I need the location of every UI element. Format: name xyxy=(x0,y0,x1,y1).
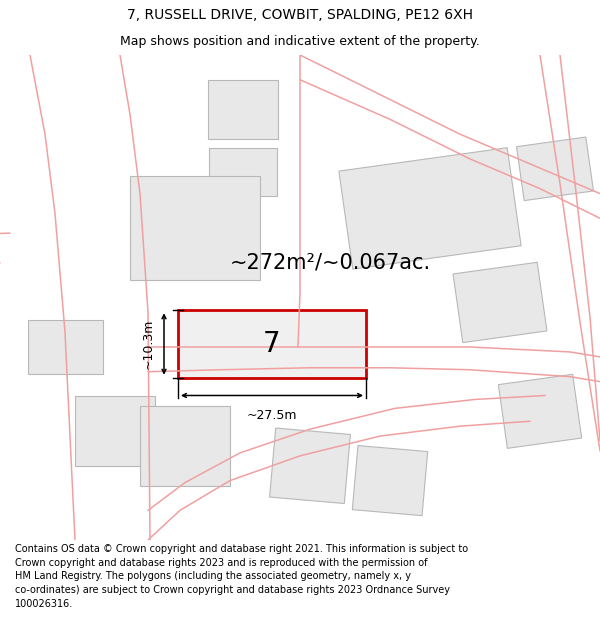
Bar xyxy=(178,311,366,378)
Text: ~272m²/~0.067ac.: ~272m²/~0.067ac. xyxy=(229,253,431,273)
Bar xyxy=(130,176,260,280)
Text: ~10.3m: ~10.3m xyxy=(142,319,155,369)
Text: 7, RUSSELL DRIVE, COWBIT, SPALDING, PE12 6XH: 7, RUSSELL DRIVE, COWBIT, SPALDING, PE12… xyxy=(127,8,473,22)
Bar xyxy=(208,80,278,139)
Text: 7: 7 xyxy=(263,330,281,358)
Bar xyxy=(453,262,547,343)
Bar xyxy=(209,148,277,196)
Bar xyxy=(352,446,428,516)
Bar xyxy=(339,148,521,269)
Bar xyxy=(28,320,103,374)
Text: ~27.5m: ~27.5m xyxy=(247,409,297,422)
Bar xyxy=(140,406,230,486)
Text: Map shows position and indicative extent of the property.: Map shows position and indicative extent… xyxy=(120,35,480,48)
Bar xyxy=(269,428,350,504)
Bar xyxy=(517,137,593,201)
Bar xyxy=(75,396,155,466)
Bar xyxy=(499,374,581,448)
Text: Contains OS data © Crown copyright and database right 2021. This information is : Contains OS data © Crown copyright and d… xyxy=(15,544,468,609)
